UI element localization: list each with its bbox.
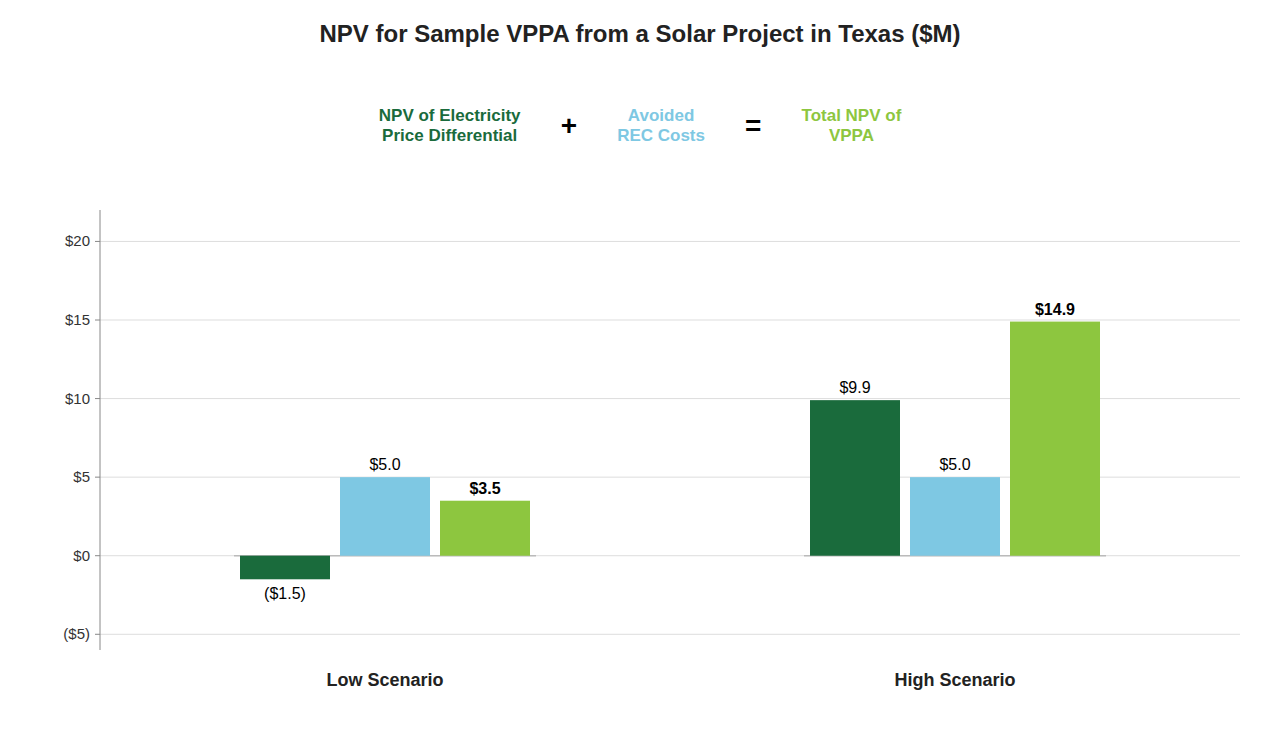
- data-label: $14.9: [1035, 301, 1075, 318]
- tick-mark: [95, 634, 100, 635]
- data-labels: ($1.5) $5.0 $3.5 $9.9 $5.0 $14.9: [264, 301, 1075, 603]
- title: NPV for Sample VPPA from a Solar Project…: [319, 20, 960, 47]
- tick-label: $15: [65, 311, 90, 328]
- category-label: Low Scenario: [326, 670, 443, 690]
- bar: [340, 477, 430, 556]
- tick-label: $20: [65, 232, 90, 249]
- grid-line: [100, 634, 1240, 635]
- category-label: High Scenario: [894, 670, 1015, 690]
- tick-label: $5: [73, 468, 90, 485]
- bar: [1010, 322, 1100, 556]
- axis-line: [100, 210, 101, 650]
- data-label: $5.0: [369, 456, 400, 473]
- legend-line: Total NPV of: [802, 106, 902, 125]
- bar: [910, 477, 1000, 556]
- legend-line: Avoided: [628, 106, 694, 125]
- legend-line: REC Costs: [617, 126, 705, 145]
- bar: [810, 400, 900, 556]
- legend-line: VPPA: [829, 126, 874, 145]
- grid-line: [100, 241, 1240, 242]
- data-label: ($1.5): [264, 585, 306, 602]
- legend: NPV of ElectricityPrice Differential + Avo…: [379, 106, 902, 145]
- data-label: $5.0: [939, 456, 970, 473]
- tick-mark: [95, 398, 100, 399]
- data-label: $3.5: [469, 480, 500, 497]
- tick-mark: [95, 241, 100, 242]
- grid-line: [100, 320, 1240, 321]
- chart: NPV for Sample VPPA from a Solar Project…: [0, 0, 1280, 750]
- tick-mark: [95, 555, 100, 556]
- tick-mark: [95, 320, 100, 321]
- tick-label: $10: [65, 390, 90, 407]
- legend-line: Price Differential: [382, 126, 517, 145]
- legend-entry: Total NPV ofVPPA: [802, 106, 902, 145]
- bar: [240, 556, 330, 580]
- data-label: $9.9: [839, 379, 870, 396]
- legend-entry: AvoidedREC Costs: [617, 106, 705, 145]
- legend-symbol: +: [561, 110, 577, 141]
- legend-symbol: =: [745, 110, 761, 141]
- bars: [234, 322, 1106, 580]
- tick-label: ($5): [63, 625, 90, 642]
- y-axis: ($5) $0 $5 $10 $15 $20: [63, 210, 1240, 650]
- legend-line: NPV of Electricity: [379, 106, 521, 125]
- tick-label: $0: [73, 547, 90, 564]
- bar: [440, 501, 530, 556]
- legend-entry: NPV of ElectricityPrice Differential: [379, 106, 521, 145]
- tick-mark: [95, 477, 100, 478]
